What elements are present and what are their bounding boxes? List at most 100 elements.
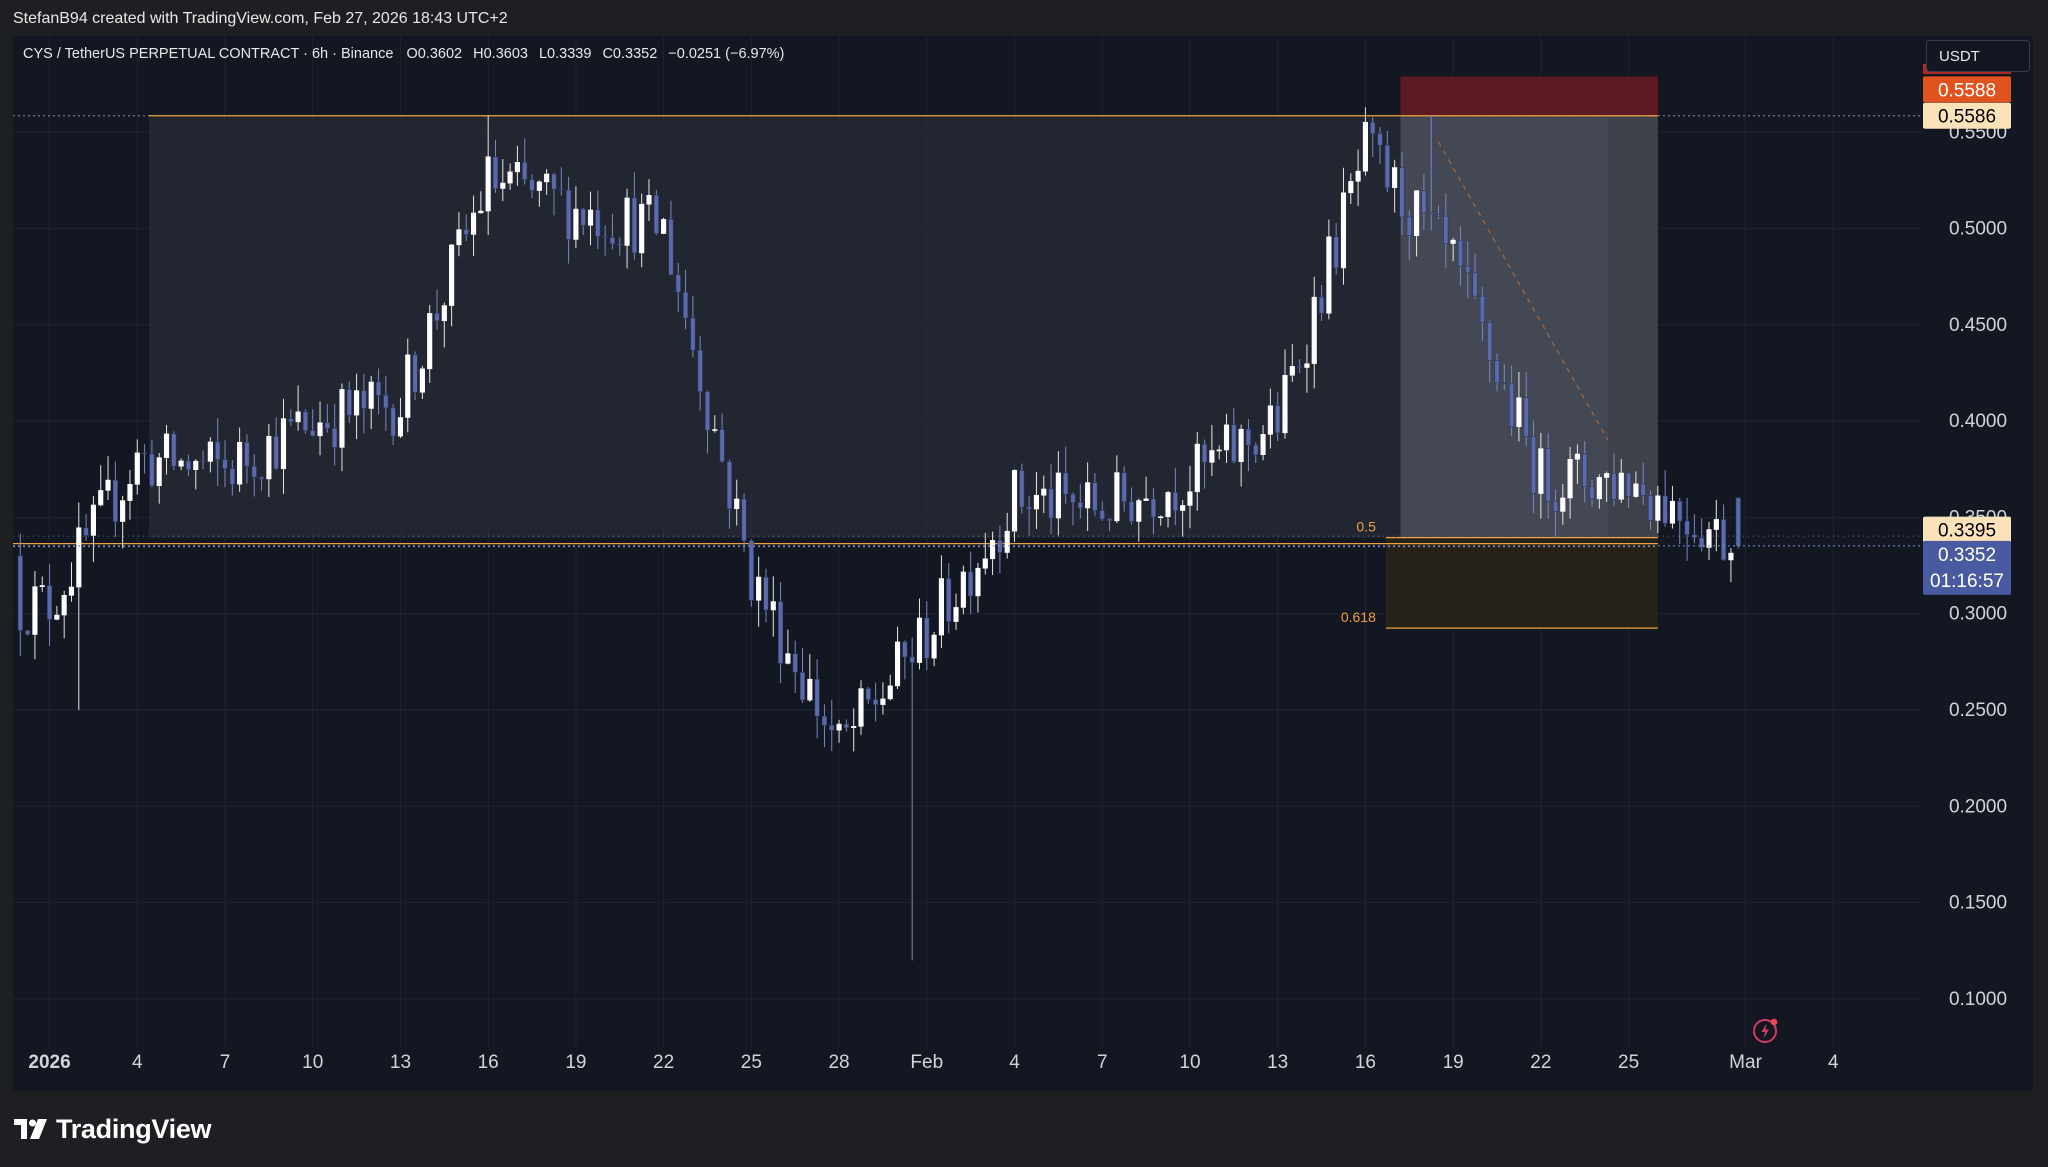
candle-body xyxy=(1735,497,1741,547)
price-badge xyxy=(1923,540,2011,595)
price-badge-label: 0.5588 xyxy=(1938,80,1996,101)
candle-body xyxy=(215,441,221,460)
candle-body xyxy=(1209,450,1215,463)
candle-body xyxy=(1487,322,1493,362)
time-tick-label: 16 xyxy=(478,1052,499,1073)
candle-body xyxy=(412,354,418,393)
candle-body xyxy=(163,433,170,458)
candle-body xyxy=(609,237,616,245)
candle-body xyxy=(120,500,126,522)
candle-body xyxy=(1647,495,1654,521)
lightning-icon[interactable] xyxy=(1752,1016,1780,1044)
candle-body xyxy=(1223,424,1230,451)
candle-body xyxy=(317,422,323,437)
candle-body xyxy=(990,540,996,560)
candle-body xyxy=(46,585,53,620)
candle-body xyxy=(1501,382,1507,384)
candle-body xyxy=(1289,366,1295,376)
candle-body xyxy=(1092,482,1098,511)
tradingview-logo-icon xyxy=(14,1119,47,1139)
candle-body xyxy=(1633,483,1639,497)
legend-change: −0.0251 (−6.97%) xyxy=(668,46,784,62)
currency-selector-button[interactable]: USDT xyxy=(1926,40,2030,72)
time-axis[interactable]: 2026 4 7 10 13 16 19 22 25 28 Feb 4 7 10 13 16 19 22 25 Mar… xyxy=(28,1052,1839,1073)
chart-pane[interactable]: 0.50.618 0.55000.50000.45000.40000.35000… xyxy=(13,36,2033,1091)
candle-body xyxy=(419,368,425,393)
candle-body xyxy=(617,243,623,246)
candle-body xyxy=(470,212,477,235)
candle-body xyxy=(368,381,374,409)
time-tick-label: 16 xyxy=(1355,1052,1376,1073)
candle-body xyxy=(149,453,155,487)
candle-body xyxy=(741,498,747,541)
candle-body xyxy=(734,498,740,510)
candle-body xyxy=(383,394,389,409)
candle-body xyxy=(361,390,367,409)
price-chart[interactable]: 0.50.618 0.55000.50000.45000.40000.35000… xyxy=(13,36,2033,1091)
candle-body xyxy=(127,484,133,501)
time-tick-label: 4 xyxy=(132,1052,143,1073)
time-tick-label: 7 xyxy=(220,1052,231,1073)
candle-body xyxy=(536,181,542,191)
candle-body xyxy=(17,555,23,631)
candle-body xyxy=(1611,473,1617,500)
candle-body xyxy=(1311,296,1317,365)
candle-body xyxy=(653,195,659,234)
candle-body xyxy=(1216,449,1222,452)
candle-body xyxy=(887,685,893,700)
candle-body xyxy=(1172,492,1178,511)
candle-body xyxy=(1414,190,1420,236)
candle-body xyxy=(558,188,564,191)
candle-body xyxy=(105,479,111,491)
candle-body xyxy=(310,430,316,437)
candle-body xyxy=(441,305,447,322)
attribution-text: StefanB94 created with TradingView.com, … xyxy=(13,10,508,27)
candle-body xyxy=(492,156,499,189)
candle-body xyxy=(1377,133,1383,146)
price-tick-label: 0.1500 xyxy=(1949,893,2007,914)
candle-body xyxy=(1494,360,1500,383)
candle-body xyxy=(463,229,469,235)
candle-body xyxy=(529,179,535,191)
candle-body xyxy=(83,527,89,536)
candle-body xyxy=(1604,473,1610,478)
symbol-legend: CYS / TetherUS PERPETUAL CONTRACT · 6h ·… xyxy=(23,46,784,62)
level-lines[interactable]: 0.5 0.618 xyxy=(13,115,1921,629)
candle-body xyxy=(938,578,944,636)
candle-body xyxy=(1033,494,1040,510)
tradingview-logo[interactable]: TradingView xyxy=(14,1113,212,1145)
candle-body xyxy=(1114,472,1120,522)
stop-loss-zone xyxy=(1400,76,1658,116)
candle-body xyxy=(1026,506,1032,510)
drawing-zones[interactable] xyxy=(148,76,1658,629)
candle-body xyxy=(1450,239,1456,244)
candle-body xyxy=(821,715,828,726)
candle-body xyxy=(1684,520,1690,535)
time-tick-label: 25 xyxy=(741,1052,762,1073)
candle-body xyxy=(1560,497,1566,512)
legend-close: C0.3352 xyxy=(602,46,657,62)
candle-body xyxy=(507,171,513,184)
candle-body xyxy=(646,195,652,205)
candle-body xyxy=(960,571,966,608)
candle-body xyxy=(171,433,177,467)
candle-body xyxy=(434,313,440,322)
candle-body xyxy=(1530,436,1537,494)
candle-body xyxy=(397,417,404,437)
candle-body xyxy=(544,173,550,183)
candle-body xyxy=(1589,486,1595,500)
candle-body xyxy=(68,586,75,596)
candle-body xyxy=(624,197,630,246)
candle-body xyxy=(280,418,287,470)
candle-body xyxy=(1699,537,1705,548)
price-badge xyxy=(1923,76,2011,103)
candle-body xyxy=(1165,492,1171,518)
candle-body xyxy=(756,576,762,601)
legend-open: O0.3602 xyxy=(406,46,462,62)
candle-body xyxy=(375,381,382,396)
candle-body xyxy=(1428,212,1434,215)
candle-body xyxy=(726,461,732,510)
time-tick-label: 4 xyxy=(1828,1052,1839,1073)
candle-body xyxy=(865,688,871,700)
candle-body xyxy=(712,429,718,431)
